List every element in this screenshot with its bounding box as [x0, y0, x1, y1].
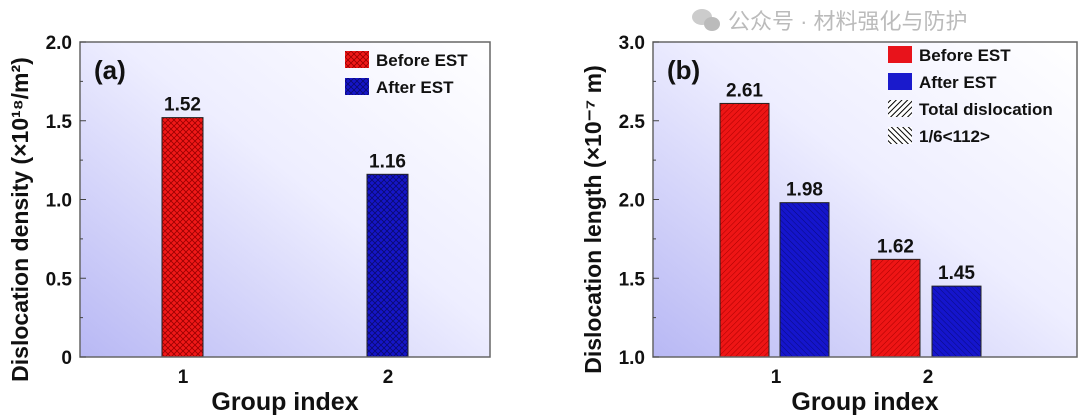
bar-after-est [366, 173, 409, 358]
bar-before-est [161, 117, 204, 358]
x-axis-title: Group index [211, 388, 358, 416]
x-axis-title: Group index [791, 388, 938, 416]
bar-before-est-2 [870, 258, 921, 358]
x-tick-label: 2 [383, 367, 394, 388]
x-tick-label: 1 [178, 367, 189, 388]
data-label: 1.16 [369, 151, 406, 172]
legend-swatch [888, 73, 912, 90]
legend-label: Total dislocation [919, 100, 1053, 119]
chart-panel-a: 1.52 1.16 0 0.5 1.0 1.5 2.0 1 2 Group index Disloc… [7, 33, 491, 416]
y-tick-label: 2.5 [619, 112, 646, 133]
bar-after-est-2 [931, 285, 982, 358]
legend-label: Before EST [376, 51, 468, 70]
bar-before-est-1 [719, 102, 770, 358]
legend-label: After EST [919, 73, 997, 92]
y-tick-label: 1.5 [46, 112, 73, 133]
x-tick-label: 1 [771, 367, 782, 388]
y-tick-label: 1.5 [619, 269, 646, 290]
y-tick-label: 2.0 [619, 191, 645, 212]
legend-swatch [888, 127, 912, 144]
data-label: 1.45 [938, 263, 975, 284]
y-axis-title: Dislocation length (×10⁻⁷ m) [580, 65, 606, 374]
plot-background [80, 42, 490, 357]
x-tick-label: 2 [923, 367, 934, 388]
data-label: 2.61 [726, 80, 763, 101]
wechat-icon [692, 9, 720, 31]
y-tick-label: 0 [61, 348, 72, 369]
bar-after-est-1 [779, 202, 830, 358]
data-label: 1.62 [877, 236, 914, 257]
y-tick-label: 3.0 [619, 33, 645, 54]
legend-swatch [888, 46, 912, 63]
y-axis-title: Dislocation density (×10¹⁸/m²) [7, 57, 33, 382]
plot-background [653, 42, 1077, 357]
y-tick-label: 2.0 [46, 33, 72, 54]
legend-label: After EST [376, 78, 454, 97]
legend-swatch [345, 78, 369, 95]
y-tick-label: 1.0 [46, 191, 72, 212]
watermark-text: 公众号 · 材料强化与防护 [728, 9, 968, 34]
legend-label: Before EST [919, 46, 1011, 65]
legend-swatch [345, 51, 369, 68]
y-tick-label: 0.5 [46, 269, 73, 290]
legend-label: 1/6<112> [919, 127, 990, 146]
panel-label: (b) [667, 55, 700, 85]
panel-label: (a) [94, 55, 126, 85]
y-tick-label: 1.0 [619, 348, 645, 369]
data-label: 1.98 [786, 180, 823, 201]
data-label: 1.52 [164, 95, 201, 116]
legend-swatch [888, 100, 912, 117]
